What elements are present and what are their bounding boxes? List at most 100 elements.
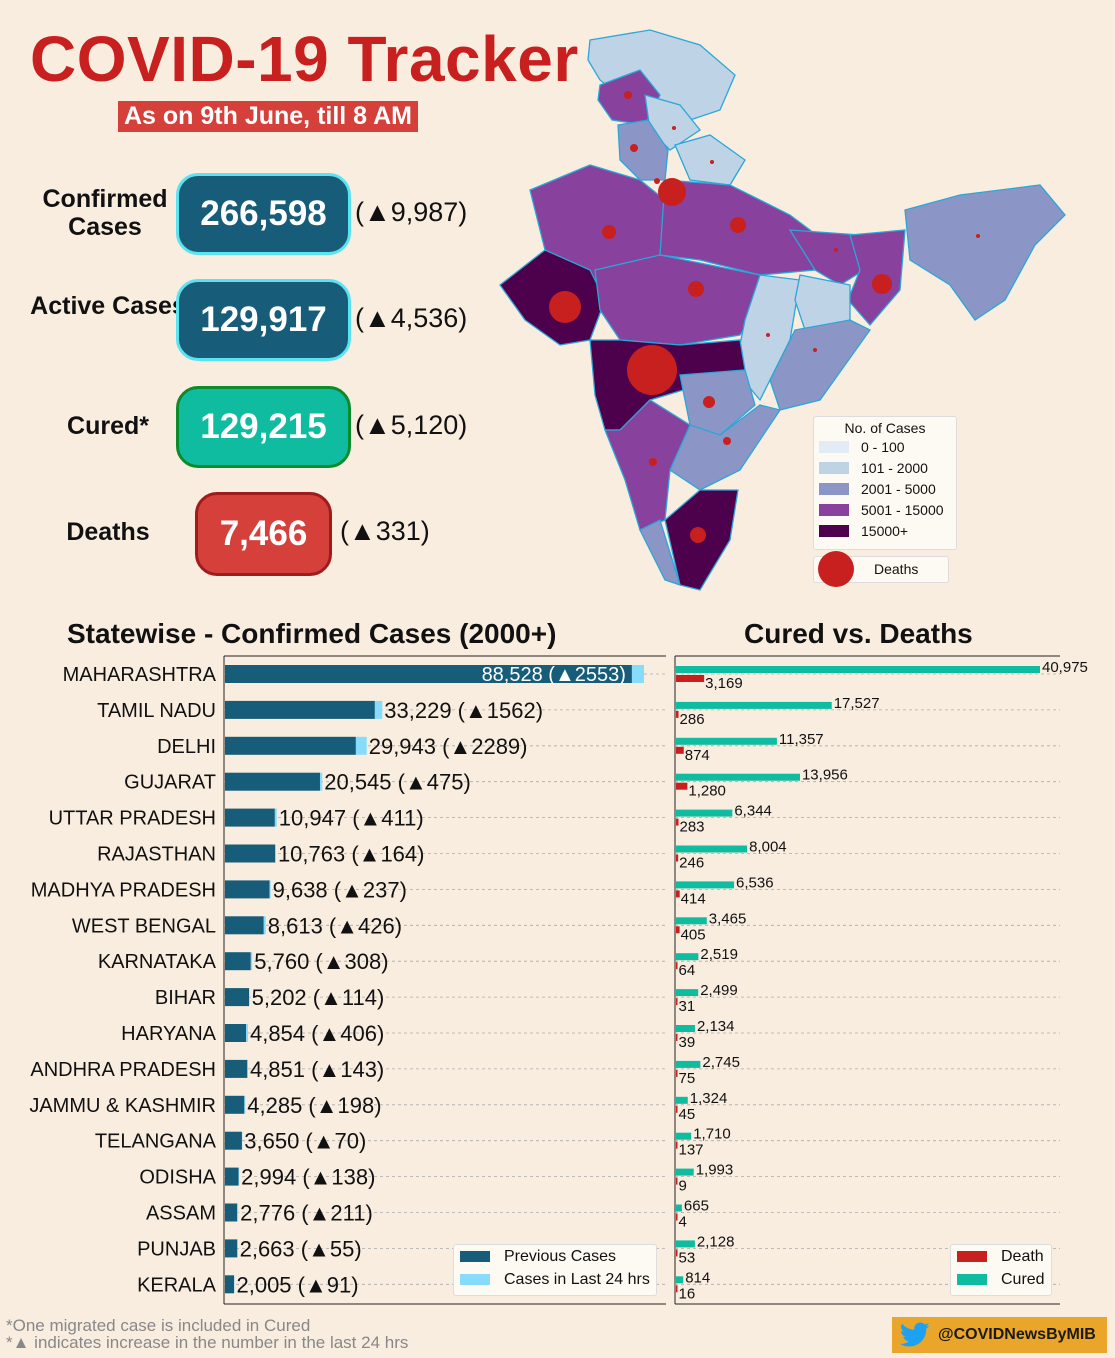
bar-death [676, 746, 684, 754]
cured-value-label: 8,004 [749, 839, 787, 856]
state-label: UTTAR PRADESH [49, 808, 216, 830]
cured-value-label: 1,993 [696, 1162, 734, 1179]
cured-value-label: 814 [685, 1269, 710, 1286]
bar-cured [676, 953, 699, 961]
cured-deaths-chart-title: Cured vs. Deaths [744, 618, 973, 649]
bar-death [676, 1069, 678, 1077]
bar-value-label: 4,285 (▲198) [247, 1093, 381, 1118]
state-label: TELANGANA [95, 1131, 217, 1153]
cured-value-label: 13,956 [802, 767, 848, 784]
death-value-label: 64 [679, 962, 696, 979]
bar-cured [676, 881, 735, 889]
bar-previous-cases [225, 952, 251, 971]
cured-value-label: 1,710 [693, 1126, 731, 1143]
cured-delta: (▲5,120) [355, 410, 468, 440]
bar-value-label: 2,994 (▲138) [241, 1165, 375, 1190]
bar-cases-last-24 [269, 880, 271, 899]
death-value-label: 39 [679, 1034, 696, 1051]
legend-last24: Cases in Last 24 hrs [504, 1270, 650, 1288]
cured-value-label: 6,344 [734, 803, 772, 820]
bar-previous-cases [225, 1024, 247, 1042]
active-value-box: 129,917 [176, 279, 351, 361]
bar-cases-last-24 [274, 808, 277, 827]
map-region-northeast [904, 184, 1066, 321]
bar-cases-last-24 [374, 700, 383, 719]
bar-death [676, 710, 679, 718]
bar-cured [676, 845, 748, 853]
map-legend-item: 101 - 2000 [861, 459, 928, 476]
map-legend: No. of Cases 0 - 100 101 - 2000 2001 - 5… [813, 416, 957, 550]
bar-cured [676, 1025, 695, 1032]
bar-cases-last-24 [246, 1024, 248, 1042]
state-label: WEST BENGAL [72, 915, 216, 937]
twitter-bird-icon [900, 1322, 930, 1347]
map-legend-item: 0 - 100 [861, 438, 905, 455]
bar-value-label: 2,005 (▲91) [236, 1272, 358, 1297]
state-label: JAMMU & KASHMIR [29, 1095, 216, 1117]
bar-cases-last-24 [238, 1167, 240, 1186]
cured-deaths-legend: Death Cured [950, 1244, 1052, 1296]
bar-cured [676, 917, 707, 925]
legend-death: Death [1001, 1247, 1044, 1265]
bar-death [676, 675, 705, 682]
bar-value-label: 10,763 (▲164) [278, 842, 425, 867]
cured-value-label: 11,357 [779, 731, 824, 748]
map-region-karnataka [604, 399, 691, 531]
footnote-arrow: *▲ indicates increase in the number in t… [6, 1333, 409, 1352]
bar-cured [676, 1276, 684, 1284]
twitter-handle: @COVIDNewsByMIB [938, 1326, 1096, 1343]
bar-value-label: 4,854 (▲406) [250, 1021, 384, 1046]
bar-death [676, 1249, 678, 1257]
state-label: MAHARASHTRA [63, 664, 217, 686]
bar-death [676, 1177, 678, 1185]
cured-value-label: 17,527 [834, 695, 880, 712]
state-label: BIHAR [155, 987, 216, 1009]
cured-value-label: 6,536 [736, 874, 774, 891]
state-label: KARNATAKA [98, 951, 217, 973]
bar-cases-last-24 [249, 988, 250, 1007]
bar-cured [676, 1132, 692, 1140]
cured-value-label: 2,499 [700, 982, 738, 999]
bar-death [676, 818, 679, 826]
bar-previous-cases [225, 1239, 238, 1258]
deaths-delta: (▲331) [340, 516, 430, 546]
bar-previous-cases [225, 1167, 239, 1186]
bar-previous-cases [225, 1059, 248, 1078]
bar-previous-cases [225, 988, 250, 1007]
twitter-handle-badge[interactable]: @COVIDNewsByMIB [892, 1317, 1107, 1353]
bar-cases-last-24 [355, 736, 367, 755]
state-label: ASSAM [146, 1203, 216, 1225]
bar-death [676, 998, 678, 1006]
map-region-uttarakhand [674, 134, 746, 186]
bar-value-label: 33,229 (▲1562) [384, 698, 543, 723]
bar-value-label: 8,613 (▲426) [268, 913, 402, 938]
death-value-label: 9 [679, 1178, 687, 1195]
death-value-label: 75 [679, 1070, 696, 1087]
bar-death [676, 1105, 678, 1113]
cured-value-label: 2,519 [700, 946, 738, 963]
cured-value-label: 3,465 [709, 910, 747, 927]
death-value-label: 405 [681, 926, 706, 943]
cured-value-label: 2,745 [702, 1054, 740, 1071]
india-map [499, 29, 1066, 591]
bar-cases-last-24 [237, 1203, 239, 1222]
bar-cured [676, 989, 699, 997]
state-label: RAJASTHAN [97, 844, 216, 866]
bar-previous-cases [225, 1131, 242, 1150]
bar-value-label: 2,663 (▲55) [240, 1236, 362, 1261]
state-label: KERALA [137, 1274, 217, 1296]
bar-death [676, 1285, 678, 1293]
bar-death [676, 926, 680, 934]
death-value-label: 137 [679, 1142, 704, 1159]
confirmed-value-box: 266,598 [176, 173, 351, 255]
active-delta: (▲4,536) [355, 303, 468, 333]
bar-previous-cases [225, 736, 356, 755]
state-label: PUNJAB [137, 1238, 216, 1260]
bar-previous-cases [225, 1095, 245, 1114]
bar-cured [676, 809, 733, 817]
map-legend-item: 2001 - 5000 [861, 480, 936, 497]
bar-value-label: 88,528 (▲2553) [482, 664, 626, 686]
confirmed-label: Confirmed Cases [42, 185, 168, 241]
deaths-legend-label: Deaths [874, 561, 919, 577]
state-label: DELHI [157, 736, 216, 758]
